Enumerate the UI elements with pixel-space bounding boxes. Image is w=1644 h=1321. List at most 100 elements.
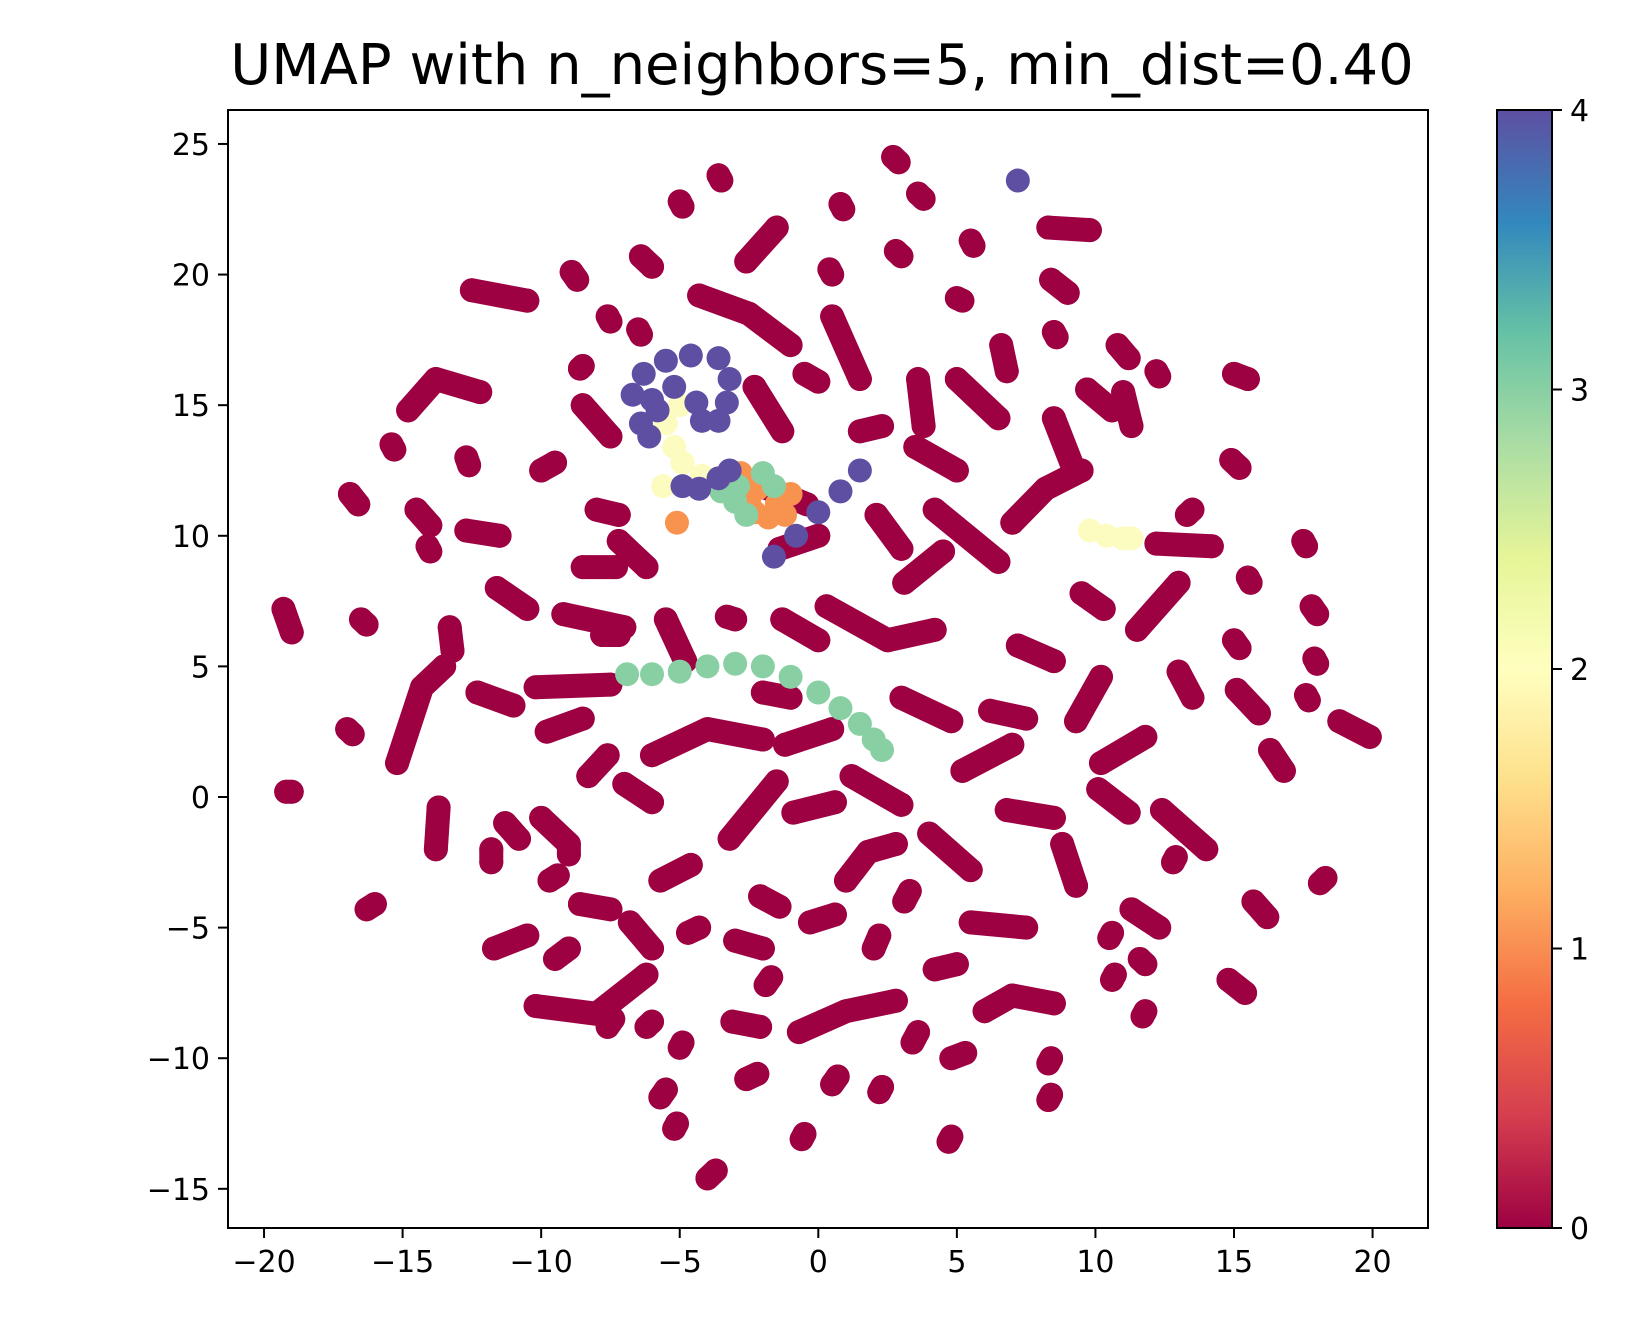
- data-point-label-0: [1014, 915, 1039, 940]
- data-point-label-0: [423, 367, 448, 392]
- data-point-label-0: [653, 607, 678, 632]
- data-point-label-0: [1033, 476, 1058, 501]
- data-point-label-4: [645, 398, 670, 423]
- data-point-label-0: [820, 717, 845, 742]
- data-point-label-0: [820, 262, 845, 287]
- data-point-label-0: [770, 419, 795, 444]
- data-point-label-0: [279, 779, 304, 804]
- data-point-label-0: [482, 936, 507, 961]
- data-point-label-0: [640, 743, 665, 768]
- data-point-label-0: [584, 497, 609, 522]
- data-point-label-0: [640, 790, 665, 815]
- data-point-label-4: [717, 458, 742, 483]
- data-point-label-0: [570, 393, 595, 418]
- colorbar-tick-label: 3: [1570, 374, 1589, 409]
- data-point-label-0: [892, 570, 917, 595]
- data-point-label-0: [687, 283, 712, 308]
- data-point-label-4: [761, 544, 786, 569]
- data-point-label-0: [944, 458, 969, 483]
- data-point-label-0: [820, 304, 845, 329]
- data-point-label-0: [695, 717, 720, 742]
- data-point-label-0: [570, 706, 595, 731]
- data-point-label-0: [529, 805, 554, 830]
- data-point-label-0: [465, 680, 490, 705]
- data-point-label-0: [1235, 367, 1260, 392]
- data-point-label-0: [543, 450, 568, 475]
- data-point-label-0: [1327, 709, 1352, 734]
- data-point-label-0: [764, 215, 789, 240]
- data-point-label-0: [922, 497, 947, 522]
- data-point-label-0: [1041, 991, 1066, 1016]
- data-point-label-0: [839, 764, 864, 789]
- data-point-label-0: [515, 596, 540, 621]
- data-point-label-0: [986, 549, 1011, 574]
- data-point-label-0: [479, 837, 504, 862]
- data-point-label-0: [598, 309, 623, 334]
- data-point-label-0: [1224, 677, 1249, 702]
- data-point-label-0: [279, 620, 304, 645]
- data-point-label-0: [723, 607, 748, 632]
- data-point-label-0: [515, 288, 540, 313]
- data-point-label-0: [903, 434, 928, 459]
- data-point-label-4: [714, 390, 739, 415]
- data-point-label-0: [822, 902, 847, 927]
- y-tick-label: −10: [147, 1042, 210, 1077]
- data-point-label-4: [847, 458, 872, 483]
- data-point-label-0: [1075, 377, 1100, 402]
- data-point-label-0: [653, 1077, 678, 1102]
- data-point-label-0: [1166, 570, 1191, 595]
- data-point-label-0: [825, 1064, 850, 1089]
- data-point-label-0: [1064, 873, 1089, 898]
- data-point-label-0: [670, 194, 695, 219]
- data-point-label-0: [856, 839, 881, 864]
- data-point-label-0: [1041, 406, 1066, 431]
- scatter-points: [271, 145, 1382, 1191]
- data-point-label-0: [1036, 215, 1061, 240]
- colorbar: [1496, 109, 1553, 1229]
- data-point-label-0: [1166, 659, 1191, 684]
- data-point-label-0: [939, 709, 964, 734]
- cluster-0-strand: [717, 769, 789, 851]
- colorbar-tick-label: 2: [1570, 653, 1589, 688]
- data-point-label-0: [759, 965, 784, 990]
- data-point-label-0: [418, 513, 443, 538]
- data-point-label-3: [806, 680, 831, 705]
- data-point-label-0: [606, 529, 631, 554]
- data-point-label-4: [662, 374, 687, 399]
- data-point-label-0: [911, 186, 936, 211]
- data-point-label-0: [1119, 897, 1144, 922]
- data-point-label-0: [404, 497, 429, 522]
- colorbar-axis: 0 1 2 3 4: [1552, 94, 1589, 1247]
- data-point-label-0: [640, 254, 665, 279]
- data-point-label-0: [523, 993, 548, 1018]
- y-tick-label: 20: [172, 259, 210, 294]
- data-point-label-0: [545, 863, 570, 888]
- data-point-label-0: [883, 988, 908, 1013]
- data-point-label-4: [653, 348, 678, 373]
- y-tick-label: 0: [191, 781, 210, 816]
- data-point-label-4: [717, 367, 742, 392]
- y-axis: −15 −10 −5 0 5 10 15 20 25: [147, 128, 228, 1208]
- data-point-label-0: [1227, 455, 1252, 480]
- data-point-label-0: [598, 424, 623, 449]
- data-point-label-0: [1116, 800, 1141, 825]
- data-point-label-0: [1305, 651, 1330, 676]
- data-point-label-0: [1180, 685, 1205, 710]
- data-point-label-0: [1061, 455, 1086, 480]
- x-tick-label: 0: [809, 1245, 828, 1280]
- data-point-label-0: [737, 301, 762, 326]
- data-point-label-0: [906, 367, 931, 392]
- data-point-label-0: [634, 555, 659, 580]
- data-point-label-0: [640, 1009, 665, 1034]
- data-point-label-0: [770, 607, 795, 632]
- data-point-label-0: [806, 523, 831, 548]
- data-point-label-0: [734, 249, 759, 274]
- data-point-label-0: [362, 892, 387, 917]
- data-point-label-4: [684, 390, 709, 415]
- x-tick-label: 5: [947, 1245, 966, 1280]
- data-point-label-0: [556, 842, 581, 867]
- data-point-label-0: [396, 398, 421, 423]
- data-point-label-0: [994, 798, 1019, 823]
- data-point-label-0: [1296, 688, 1321, 713]
- data-point-label-0: [950, 758, 975, 783]
